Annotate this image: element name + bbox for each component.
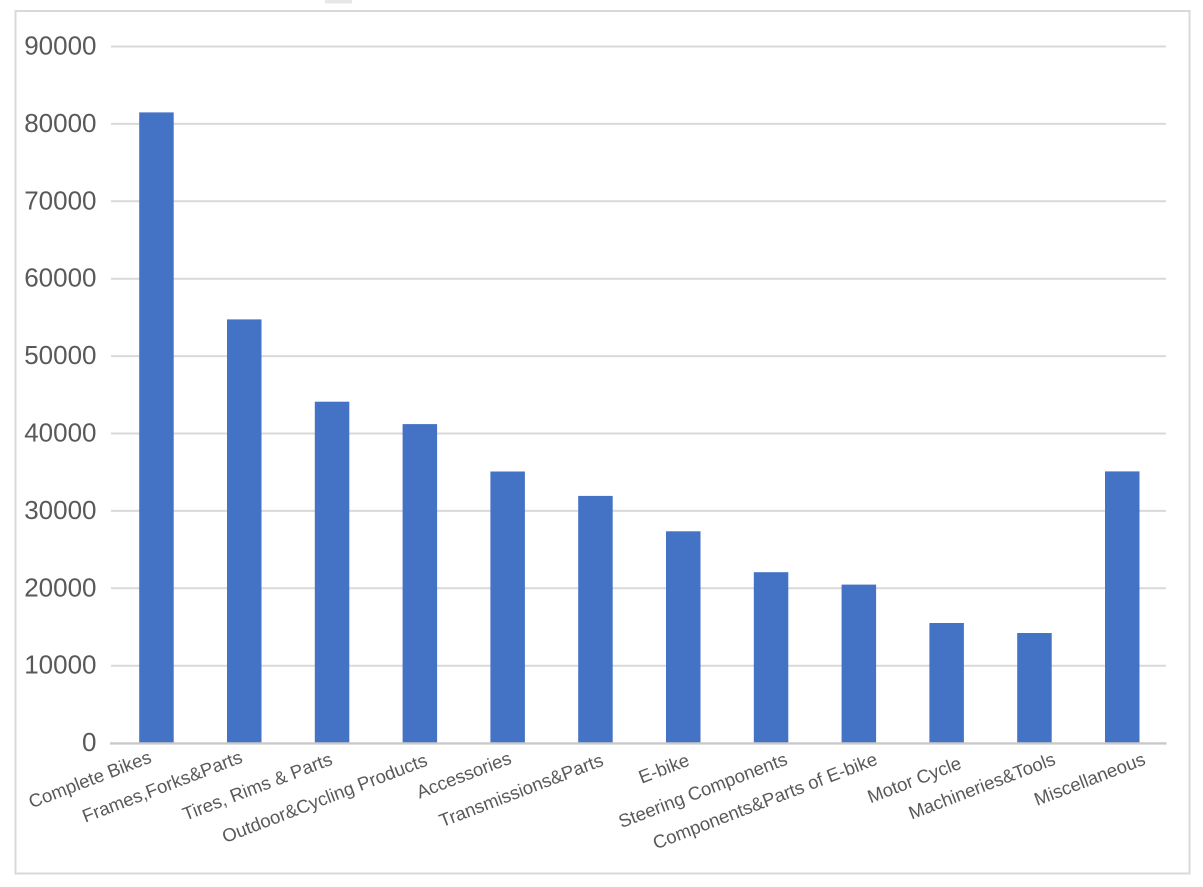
- svg-text:90000: 90000: [24, 31, 96, 61]
- svg-text:60000: 60000: [24, 263, 96, 293]
- svg-text:70000: 70000: [24, 185, 96, 215]
- svg-text:50000: 50000: [24, 340, 96, 370]
- svg-text:40000: 40000: [24, 418, 96, 448]
- svg-text:20000: 20000: [24, 572, 96, 602]
- svg-text:10000: 10000: [24, 650, 96, 680]
- svg-text:30000: 30000: [24, 495, 96, 525]
- svg-text:0: 0: [82, 727, 96, 757]
- svg-text:80000: 80000: [24, 108, 96, 138]
